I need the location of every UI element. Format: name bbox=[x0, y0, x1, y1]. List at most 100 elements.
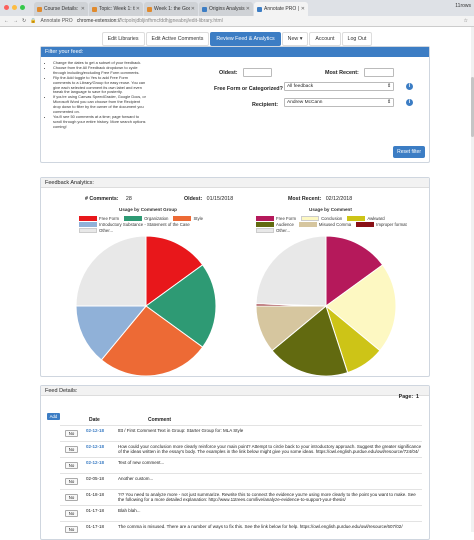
pie-slice-organization[interactable] bbox=[145, 264, 217, 348]
pie-slice-free-form[interactable] bbox=[145, 235, 204, 307]
add-toggle-cell: No bbox=[60, 492, 86, 501]
feed-date[interactable]: 02-12-18 bbox=[86, 460, 105, 465]
most-recent-date-input[interactable] bbox=[364, 68, 394, 77]
pie-slice-other[interactable] bbox=[75, 235, 147, 307]
minimize-window-icon[interactable] bbox=[12, 5, 17, 10]
window-controls[interactable] bbox=[4, 5, 25, 10]
feed-date[interactable]: 02-12-18 bbox=[86, 428, 105, 433]
feed-comment: tttt / First Comment Text in Group: Star… bbox=[118, 428, 244, 433]
feed-row: No 01-17-18 The comma is misused. There ar… bbox=[60, 521, 422, 537]
close-tab-icon[interactable]: ✕ bbox=[300, 6, 305, 12]
feed-row: No 02-05-18 Another custom... bbox=[60, 473, 422, 489]
add-toggle-no-button[interactable]: No bbox=[65, 510, 78, 517]
feed-comment: The comma is misused. There are a number… bbox=[118, 524, 403, 529]
legend-swatch bbox=[256, 228, 274, 233]
bookmark-star-icon[interactable]: ☆ bbox=[463, 18, 468, 24]
reset-filter-button[interactable]: Reset filter bbox=[393, 146, 425, 158]
scrollbar-thumb[interactable] bbox=[471, 77, 474, 137]
browser-tab[interactable]: Week 1: the Good, the Bad...✕ bbox=[144, 2, 198, 16]
browser-tab-active[interactable]: Annotate PRO | Edit Your Libr...✕ bbox=[254, 2, 308, 16]
nav-new-dropdown[interactable]: New ▾ bbox=[281, 32, 309, 46]
info-icon[interactable]: i bbox=[406, 99, 413, 106]
url-text[interactable]: chrome-extension:///ctpolnjdbljinfhmcfdd… bbox=[77, 18, 223, 24]
legend-swatch bbox=[124, 216, 143, 221]
add-toggle-cell: No bbox=[60, 524, 86, 533]
browser-tab[interactable]: Topic: Week 1: the Good, the...✕ bbox=[89, 2, 143, 16]
comment-group-pie-chart bbox=[75, 235, 217, 377]
legend-entry[interactable]: Free Form bbox=[256, 216, 296, 221]
add-toggle-no-button[interactable]: No bbox=[65, 494, 78, 501]
add-toggle-no-button[interactable]: No bbox=[65, 430, 78, 437]
nav-edit-active-comments[interactable]: Edit Active Comments bbox=[145, 32, 210, 46]
legend-entry[interactable]: Other... bbox=[79, 228, 113, 233]
nav-edit-libraries[interactable]: Edit Libraries bbox=[101, 32, 145, 46]
legend-swatch bbox=[298, 222, 317, 227]
nav-account[interactable]: Account bbox=[309, 32, 341, 46]
pie-slice-introductory-substance-statement-of-the-case[interactable] bbox=[75, 305, 148, 361]
legend-entry[interactable]: Style bbox=[173, 216, 203, 221]
add-toggle-no-button[interactable]: No bbox=[65, 478, 78, 485]
profile-name[interactable]: 11rows bbox=[455, 3, 471, 9]
legend-entry[interactable]: Awkward bbox=[347, 216, 385, 221]
close-tab-icon[interactable]: ✕ bbox=[190, 6, 195, 12]
analytics-panel: Feedback Analytics: # Comments: 28 Oldes… bbox=[40, 177, 430, 377]
legend-label: Conclusion bbox=[321, 216, 343, 221]
close-tab-icon[interactable]: ✕ bbox=[80, 6, 85, 12]
free-form-select-value: All feedback bbox=[287, 84, 314, 89]
legend-label: Introductory Substance - Statement of th… bbox=[99, 222, 190, 227]
filter-title: Filter your feed: bbox=[41, 47, 429, 57]
nav-log-out[interactable]: Log Out bbox=[341, 32, 373, 46]
close-tab-icon[interactable]: ✕ bbox=[135, 6, 140, 12]
browser-tab[interactable]: Course Details: Marketing Is...✕ bbox=[34, 2, 88, 16]
feed-comment: ?!? You need to analyze more - not just … bbox=[118, 492, 416, 503]
legend-swatch bbox=[256, 216, 274, 221]
page-scrollbar[interactable] bbox=[471, 27, 474, 532]
legend-entry[interactable]: Misused Comma bbox=[298, 222, 351, 227]
nav-review-feed-analytics[interactable]: Review Feed & Analytics bbox=[210, 32, 281, 46]
legend-swatch bbox=[301, 216, 320, 221]
add-header-button[interactable]: Add bbox=[47, 413, 60, 420]
free-form-select[interactable]: All feedback ⇕ bbox=[284, 82, 394, 91]
tab-label: Origins Analysis, SpeedGrad... bbox=[209, 6, 245, 12]
legend-entry[interactable]: Free Form bbox=[79, 216, 119, 221]
legend-label: Other... bbox=[276, 228, 291, 233]
pie-slice-other[interactable] bbox=[255, 235, 327, 307]
info-icon[interactable]: i bbox=[406, 83, 413, 90]
analytics-title: Feedback Analytics: bbox=[41, 178, 429, 188]
reload-icon[interactable]: ↻ bbox=[22, 18, 27, 24]
close-window-icon[interactable] bbox=[4, 5, 9, 10]
legend-entry[interactable]: Improper format bbox=[356, 222, 407, 227]
feed-date[interactable]: 02-12-18 bbox=[86, 444, 105, 449]
legend-label: Improper format bbox=[376, 222, 407, 227]
add-toggle-no-button[interactable]: No bbox=[65, 462, 78, 469]
legend-entry[interactable]: Introductory Substance - Statement of th… bbox=[79, 222, 190, 227]
legend-entry[interactable]: Conclusion bbox=[301, 216, 342, 221]
legend-swatch bbox=[356, 222, 375, 227]
oldest-date-input[interactable] bbox=[243, 68, 272, 77]
pie-slice-free-form[interactable] bbox=[325, 235, 384, 307]
main-nav: Edit Libraries Edit Active Comments Revi… bbox=[0, 32, 474, 46]
add-toggle-no-button[interactable]: No bbox=[65, 446, 78, 453]
pie-slice-audience[interactable] bbox=[271, 305, 349, 377]
zoom-window-icon[interactable] bbox=[20, 5, 25, 10]
legend-entry[interactable]: Organization bbox=[124, 216, 168, 221]
select-arrows-icon: ⇕ bbox=[386, 84, 391, 89]
address-bar[interactable]: ← → ↻ 🔒 Annotate PRO chrome-extension://… bbox=[0, 16, 474, 27]
legend-swatch bbox=[79, 216, 97, 221]
browser-tab[interactable]: Origins Analysis, SpeedGrad...✕ bbox=[199, 2, 253, 16]
close-tab-icon[interactable]: ✕ bbox=[245, 6, 250, 12]
feed-date: 02-05-18 bbox=[86, 476, 105, 481]
select-arrows-icon: ⇕ bbox=[386, 100, 391, 105]
legend-entry[interactable]: Other... bbox=[256, 228, 290, 233]
url-path: /ctpolnjdbljinfhmcfddhjgneabnj/edit-libr… bbox=[120, 18, 223, 24]
forward-arrow-icon[interactable]: → bbox=[13, 18, 18, 24]
pie-slice-conclusion[interactable] bbox=[325, 264, 397, 352]
back-arrow-icon[interactable]: ← bbox=[4, 18, 9, 24]
page-indicator[interactable]: Page: 1 bbox=[399, 394, 419, 400]
feed-comment: Another custom... bbox=[118, 476, 154, 481]
legend-entry[interactable]: Audience bbox=[256, 222, 294, 227]
add-toggle-no-button[interactable]: No bbox=[65, 526, 78, 533]
recipient-select[interactable]: Andrew McCann ⇕ bbox=[284, 98, 394, 107]
instruction-item: You'll see 50 comments at a time; page f… bbox=[53, 114, 146, 130]
pie-slice-style[interactable] bbox=[100, 305, 204, 377]
